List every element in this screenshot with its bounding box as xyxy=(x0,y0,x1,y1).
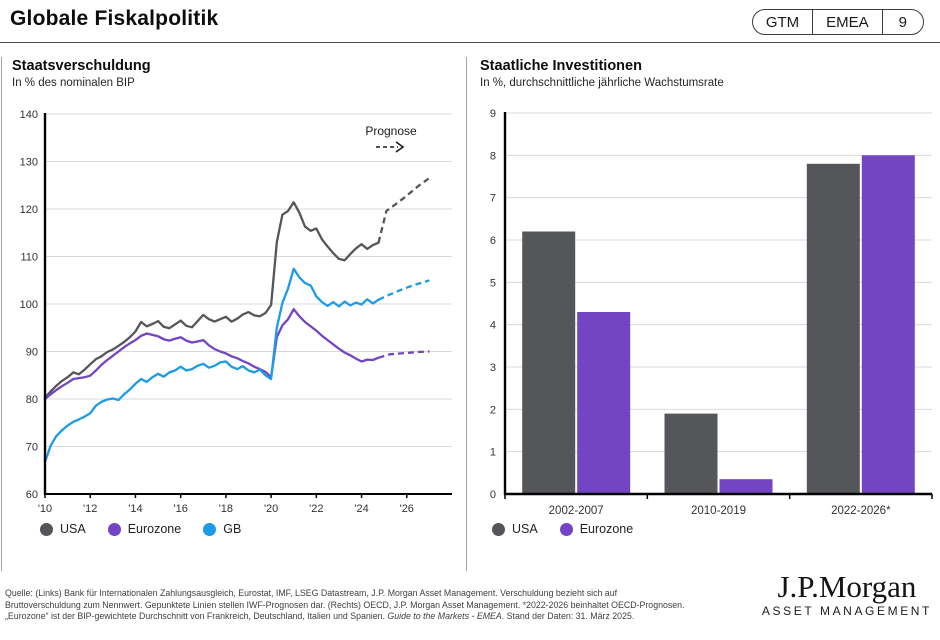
header-divider xyxy=(0,42,940,43)
svg-text:1: 1 xyxy=(490,447,496,459)
legend-item-usa: USA xyxy=(492,522,538,536)
svg-text:'10: '10 xyxy=(38,503,52,515)
svg-text:2010-2019: 2010-2019 xyxy=(691,505,746,517)
legend-item-eurozone: Eurozone xyxy=(107,522,182,536)
jpmorgan-division-label: ASSET MANAGEMENT xyxy=(761,603,932,618)
bar-usa-2022-2026 xyxy=(806,163,860,495)
svg-text:80: 80 xyxy=(26,394,38,406)
svg-text:100: 100 xyxy=(20,299,38,311)
left-panel-rule xyxy=(1,57,2,571)
svg-text:110: 110 xyxy=(20,252,38,264)
legend-label: Eurozone xyxy=(127,522,182,536)
badge-gtm: GTM xyxy=(765,13,800,31)
left-chart-title: Staatsverschuldung xyxy=(12,58,151,74)
svg-text:70: 70 xyxy=(26,442,38,454)
svg-text:90: 90 xyxy=(26,347,38,359)
source-line-3: „Eurozone“ ist der BIP-gewichtete Durchs… xyxy=(5,611,775,623)
source-line-3-post: . Stand der Daten: 31. März 2025. xyxy=(501,611,635,622)
svg-text:'12: '12 xyxy=(83,503,97,515)
left-chart-legend: USA Eurozone GB xyxy=(40,522,241,536)
svg-text:0: 0 xyxy=(490,489,496,501)
svg-text:2: 2 xyxy=(490,404,496,416)
legend-item-gb: GB xyxy=(203,522,241,536)
legend-label: GB xyxy=(223,522,242,536)
jpmorgan-wordmark: J.P.Morgan xyxy=(777,569,917,604)
svg-text:8: 8 xyxy=(490,150,496,162)
source-text: Quelle: (Links) Bank für Internationalen… xyxy=(5,588,775,623)
legend-label: USA xyxy=(512,522,538,536)
right-panel-header: Staatliche Investitionen In %, durchschn… xyxy=(480,55,930,89)
forecast-arrow-icon xyxy=(376,141,405,153)
right-chart-legend: USA Eurozone xyxy=(492,522,633,536)
svg-text:'22: '22 xyxy=(309,503,323,515)
svg-text:6: 6 xyxy=(490,235,496,247)
svg-text:'16: '16 xyxy=(173,503,187,515)
svg-text:'24: '24 xyxy=(354,503,368,515)
svg-text:2022-2026*: 2022-2026* xyxy=(831,505,891,517)
bar-usa-2010-2019 xyxy=(664,413,718,494)
svg-text:9: 9 xyxy=(490,108,496,120)
bar-eurozone-2002-2007 xyxy=(577,312,631,494)
legend-label: USA xyxy=(60,522,86,536)
source-line-2: Bruttoverschuldung zum Nennwert. Gepunkt… xyxy=(5,599,685,610)
svg-text:130: 130 xyxy=(20,157,38,169)
svg-text:Prognose: Prognose xyxy=(365,124,417,138)
svg-text:'20: '20 xyxy=(264,503,278,515)
svg-text:5: 5 xyxy=(490,277,496,289)
bar-eurozone-2010-2019 xyxy=(719,479,773,494)
legend-dot-icon xyxy=(492,522,505,536)
badge-page-number: 9 xyxy=(881,10,923,34)
legend-dot-icon xyxy=(559,522,573,536)
government-debt-line-chart: 60 70 80 90 100 110 120 130 140 '10 '12 '14 '16 '18 '2… xyxy=(20,109,452,515)
left-panel-header: Staatsverschuldung In % des nominalen BI… xyxy=(12,55,460,89)
source-line-1: Quelle: (Links) Bank für Internationalen… xyxy=(5,588,618,598)
svg-text:120: 120 xyxy=(20,204,38,216)
right-chart-title: Staatliche Investitionen xyxy=(480,58,642,74)
jpmorgan-logo: J.P.Morgan ASSET MANAGEMENT xyxy=(761,569,932,618)
svg-text:'14: '14 xyxy=(128,503,142,515)
svg-text:7: 7 xyxy=(490,193,496,205)
source-line-3-italic: Guide to the Markets - EMEA xyxy=(387,611,502,622)
legend-dot-icon xyxy=(40,522,53,536)
source-line-3-pre: „Eurozone“ ist der BIP-gewichtete Durchs… xyxy=(5,611,388,622)
badge-region: EMEA xyxy=(812,10,882,34)
svg-text:3: 3 xyxy=(490,362,496,374)
svg-text:140: 140 xyxy=(20,109,38,121)
svg-text:'26: '26 xyxy=(400,503,414,515)
svg-text:'18: '18 xyxy=(219,503,233,515)
gtm-badge: GTM EMEA 9 xyxy=(751,9,924,35)
legend-label: Eurozone xyxy=(579,522,634,536)
legend-dot-icon xyxy=(107,522,121,536)
government-investment-bar-chart: 0 1 2 3 4 5 6 7 8 9 2002-2007 2010-2019 2022-2026* xyxy=(490,108,933,517)
bar-eurozone-2022-2026 xyxy=(861,155,915,495)
center-panel-rule xyxy=(466,57,467,571)
svg-text:60: 60 xyxy=(26,489,38,501)
legend-item-eurozone: Eurozone xyxy=(559,522,634,536)
svg-text:4: 4 xyxy=(490,320,496,332)
bar-usa-2002-2007 xyxy=(522,231,576,494)
legend-dot-icon xyxy=(203,522,217,536)
page-title: Globale Fiskalpolitik xyxy=(10,7,219,30)
left-chart-subtitle: In % des nominalen BIP xyxy=(12,77,135,89)
svg-text:2002-2007: 2002-2007 xyxy=(549,505,604,517)
right-chart-subtitle: In %, durchschnittliche jährliche Wachst… xyxy=(480,77,724,89)
legend-item-usa: USA xyxy=(40,522,86,536)
